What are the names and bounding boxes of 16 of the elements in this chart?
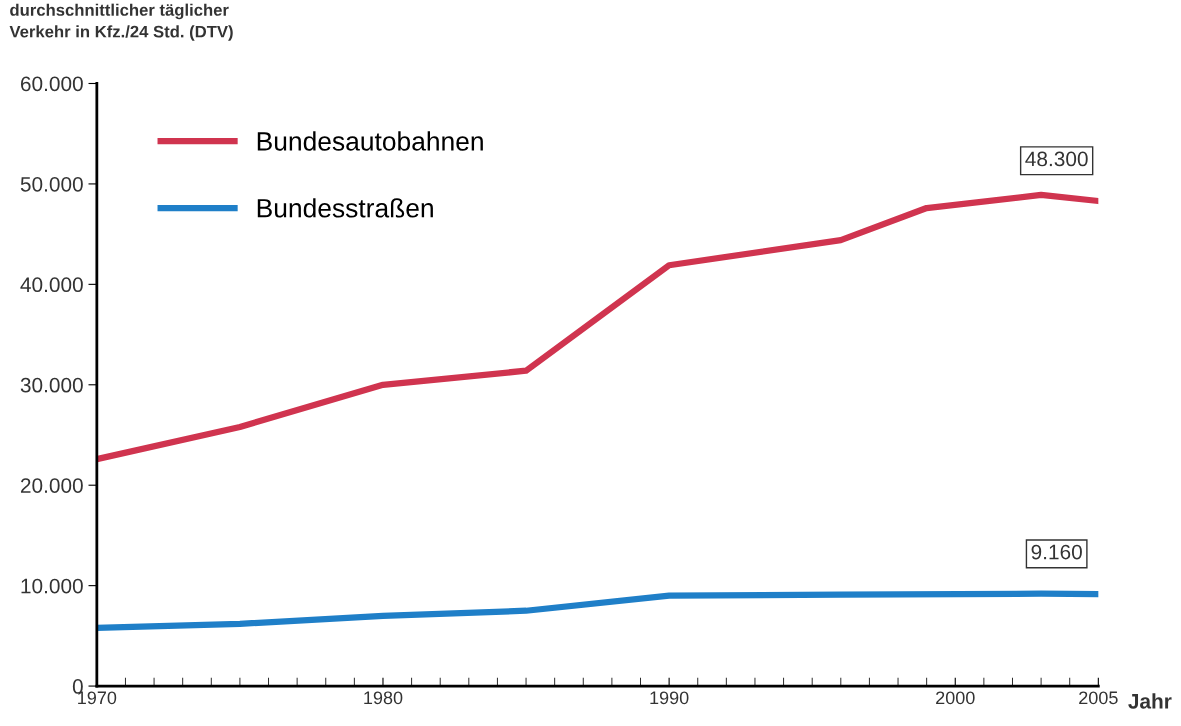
y-tick-label: 60.000 (20, 76, 83, 92)
annotation: 48.300 (1025, 151, 1088, 167)
legend-label: Bundesautobahnen (257, 131, 483, 151)
x-tick-label: 1980 (364, 691, 403, 705)
annotation: 9.160 (1031, 544, 1082, 560)
x-tick-label: 1990 (650, 691, 689, 705)
y-axis-title: durchschnittlicher täglicher Verkehr in Kfz./24 Std. (DTV) (9, 3, 233, 41)
y-tick-label: 50.000 (20, 176, 83, 192)
x-axis-title: Jahr (1128, 693, 1172, 709)
legend-label: Bundesstraßen (257, 198, 433, 218)
x-tick-label: 2000 (936, 691, 975, 705)
x-tick-label: 2005 (1079, 691, 1118, 705)
y-tick-label: 20.000 (20, 478, 83, 493)
y-tick-label: 40.000 (20, 277, 83, 293)
y-tick-label: 10.000 (21, 578, 83, 594)
y-tick-label: 30.000 (20, 377, 83, 393)
